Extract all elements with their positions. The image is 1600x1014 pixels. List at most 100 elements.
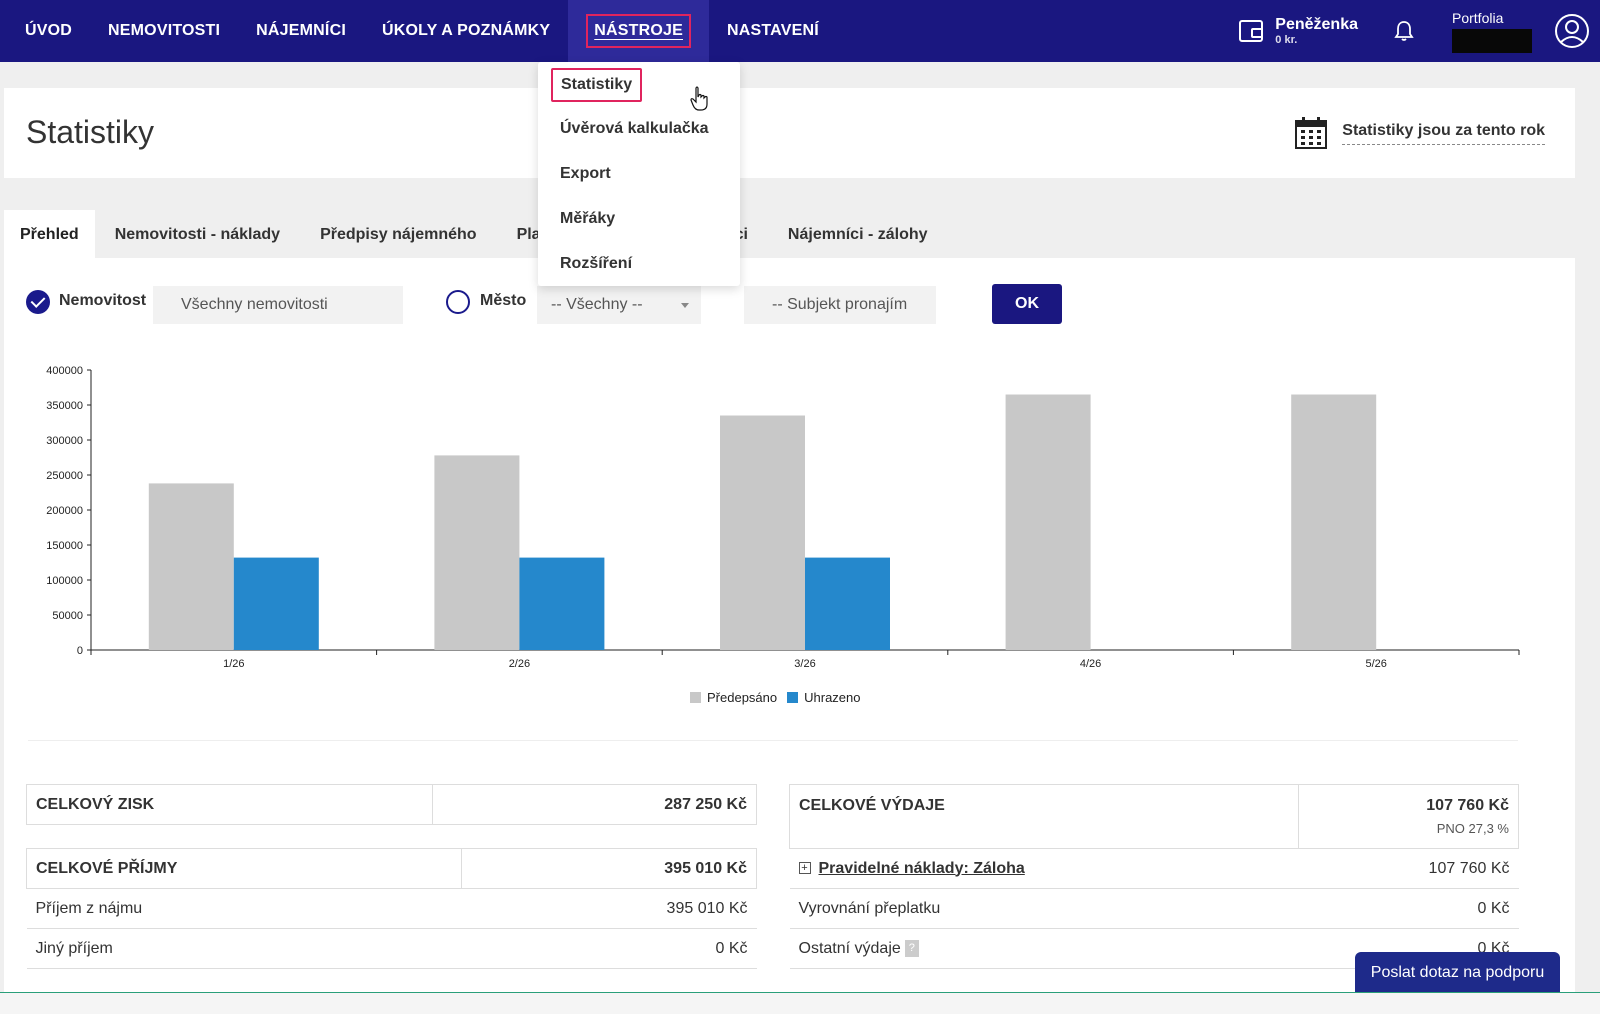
nav-nastroje-label: NÁSTROJE (586, 14, 691, 48)
city-select[interactable]: -- Všechny -- (537, 286, 701, 324)
bar-chart: 0 50000 100000 150000 200000 250000 300000 3500… (46, 365, 1520, 670)
bar-predepsano (720, 415, 805, 650)
summary-income-table: CELKOVÉ PŘÍJMY 395 010 Kč Příjem z nájmu… (26, 848, 757, 969)
expense-row-value: 107 760 Kč (1298, 848, 1519, 889)
nav-nastroje[interactable]: NÁSTROJE (568, 0, 709, 62)
nav-nemovitosti[interactable]: NEMOVITOSTI (108, 22, 221, 39)
income-row-label: Jiný příjem (26, 928, 462, 969)
y-tick-label: 300000 (46, 435, 83, 447)
legend-item-uhrazeno: Uhrazeno (787, 690, 861, 705)
y-tick-label: 400000 (46, 365, 83, 377)
bar-uhrazeno (519, 557, 605, 650)
y-tick-label: 250000 (46, 470, 83, 482)
expense-row: Vyrovnání přeplatku 0 Kč (789, 888, 1519, 929)
x-tick-label: 2/26 (509, 658, 530, 670)
summary-expenses-table: CELKOVÉ VÝDAJE 107 760 Kč PNO 27,3 % + Pr… (789, 784, 1519, 969)
total-profit-value: 287 250 Kč (432, 784, 757, 825)
chart-legend: Předepsáno Uhrazeno (690, 690, 871, 705)
menu-item-uverova-kalkulacka[interactable]: Úvěrová kalkulačka (560, 120, 709, 137)
y-tick-label: 100000 (46, 575, 83, 587)
bar-predepsano (434, 455, 520, 650)
y-tick-label: 50000 (52, 610, 83, 622)
page-title: Statistiky (26, 114, 155, 150)
subject-input[interactable]: -- Subjekt pronajím (744, 286, 936, 324)
menu-item-rozsireni[interactable]: Rozšíření (560, 255, 633, 272)
nav-ukoly-a-poznamky[interactable]: ÚKOLY A POZNÁMKY (381, 22, 551, 39)
tab-predpisy-najemneho[interactable]: Předpisy nájemného (320, 226, 477, 243)
legend-swatch-uhrazeno (787, 692, 799, 703)
city-label: Město (480, 292, 527, 309)
x-tick-label: 5/26 (1365, 658, 1386, 670)
wallet-amount: 0 kr. (1275, 34, 1298, 46)
hand-cursor-icon (690, 86, 708, 111)
wallet-title: Peněženka (1275, 16, 1358, 33)
period-label: Statistiky jsou za tento rok (1342, 122, 1545, 145)
x-tick-label: 4/26 (1080, 658, 1101, 670)
property-select[interactable]: Všechny nemovitosti (153, 286, 403, 324)
total-income-value: 395 010 Kč (461, 848, 757, 889)
expense-row-label: Ostatní výdaje (798, 939, 901, 957)
nav-uvod[interactable]: ÚVOD (25, 22, 73, 39)
wallet[interactable]: Peněženka 0 kr. (1239, 16, 1358, 46)
nav-right-group: Peněženka 0 kr. Portfolia (1239, 0, 1600, 62)
nav-najemnici[interactable]: NÁJEMNÍCI (256, 22, 346, 39)
income-row-value: 395 010 Kč (461, 888, 757, 929)
pno-value: PNO 27,3 % (1436, 821, 1509, 836)
main-panel: Nemovitost Všechny nemovitosti Město -- … (4, 258, 1575, 1014)
filters-row: Nemovitost Všechny nemovitosti Město -- … (26, 286, 1126, 326)
ok-button[interactable]: OK (992, 284, 1062, 324)
support-button[interactable]: Poslat dotaz na podporu (1355, 952, 1560, 994)
bar-predepsano (1291, 394, 1377, 650)
income-row-value: 0 Kč (461, 928, 757, 969)
legend-label-predepsano: Předepsáno (707, 690, 778, 705)
menu-item-export[interactable]: Export (560, 165, 611, 182)
page-header: Statistiky Statistiky jsou za tento rok (4, 88, 1575, 178)
income-row: Jiný příjem 0 Kč (26, 928, 757, 969)
bottom-bar (0, 992, 1600, 1014)
portfolia-label: Portfolia (1452, 9, 1504, 26)
tab-nemovitosti-naklady[interactable]: Nemovitosti - náklady (114, 226, 281, 243)
total-income-label: CELKOVÉ PŘÍJMY (26, 848, 462, 889)
total-expenses-label: CELKOVÉ VÝDAJE (789, 784, 1299, 849)
top-navigation: ÚVOD NEMOVITOSTI NÁJEMNÍCI ÚKOLY A POZNÁ… (0, 0, 1600, 62)
expense-row-label[interactable]: + Pravidelné náklady: Záloha (789, 848, 1299, 889)
regular-costs-link[interactable]: Pravidelné náklady: Záloha (818, 859, 1025, 877)
total-profit-label: CELKOVÝ ZISK (26, 784, 433, 825)
y-tick-label: 350000 (46, 400, 83, 412)
menu-item-statistiky[interactable]: Statistiky (551, 68, 643, 102)
nav-nastaveni[interactable]: NASTAVENÍ (726, 22, 819, 39)
wallet-text: Peněženka 0 kr. (1275, 16, 1358, 46)
city-radio[interactable] (446, 290, 470, 314)
x-tick-label: 1/26 (223, 658, 244, 670)
expense-row-label: Vyrovnání přeplatku (789, 888, 1299, 929)
legend-item-predepsano: Předepsáno (690, 690, 777, 705)
summary-profit-table: CELKOVÝ ZISK 287 250 Kč (26, 784, 757, 825)
tabs-bar: Přehled Nemovitosti - náklady Předpisy n… (4, 210, 948, 260)
menu-item-meraky[interactable]: Měřáky (560, 210, 616, 227)
period-selector[interactable]: Statistiky jsou za tento rok (1294, 116, 1545, 150)
expense-row-label-cell: Ostatní výdaje? (789, 928, 1299, 969)
property-label: Nemovitost (59, 292, 147, 309)
y-tick-label: 150000 (46, 540, 83, 552)
bell-icon[interactable] (1394, 20, 1414, 42)
tab-prehled[interactable]: Přehled (4, 210, 95, 260)
wallet-icon (1239, 20, 1264, 42)
legend-swatch-predepsano (690, 692, 701, 703)
portfolia-value-box (1452, 28, 1532, 53)
property-radio[interactable] (26, 290, 50, 314)
calendar-icon (1295, 117, 1328, 149)
tab-najemnici-zalohy[interactable]: Nájemníci - zálohy (787, 226, 928, 243)
income-row: Příjem z nájmu 395 010 Kč (26, 888, 757, 929)
bar-predepsano (148, 483, 234, 650)
portfolia-selector[interactable]: Portfolia (1452, 10, 1532, 53)
income-row-label: Příjem z nájmu (26, 888, 462, 929)
help-icon[interactable]: ? (904, 939, 919, 957)
divider (28, 740, 1518, 741)
total-expenses-cell: 107 760 Kč PNO 27,3 % (1298, 784, 1519, 849)
bar-predepsano (1005, 394, 1091, 650)
expense-row-value: 0 Kč (1298, 888, 1519, 929)
chart: 0 50000 100000 150000 200000 250000 300000 3500… (4, 353, 1575, 713)
user-icon[interactable] (1554, 13, 1590, 49)
y-tick-label: 200000 (46, 505, 83, 517)
expand-plus-icon[interactable]: + (798, 862, 811, 875)
